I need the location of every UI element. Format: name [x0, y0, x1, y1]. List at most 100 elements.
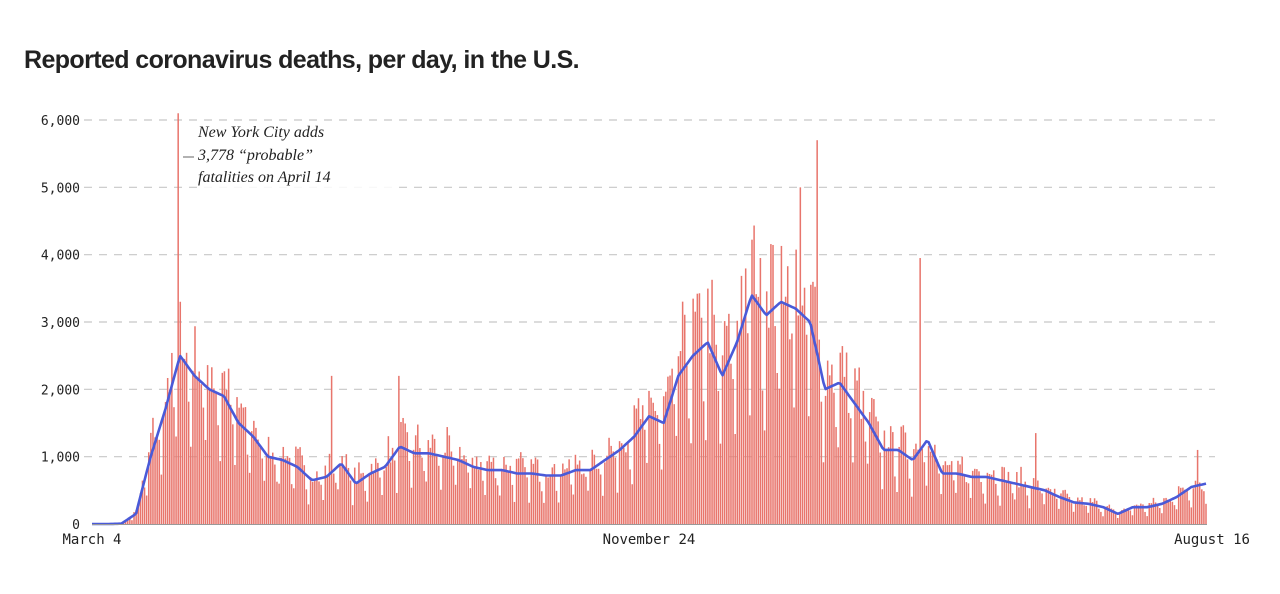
- daily-bar: [978, 471, 980, 524]
- daily-bar: [681, 301, 684, 524]
- daily-bar: [967, 483, 970, 524]
- daily-bar: [225, 389, 228, 524]
- daily-bar: [391, 447, 394, 524]
- daily-bar: [198, 371, 200, 524]
- daily-bar: [713, 314, 715, 524]
- daily-bar: [974, 468, 976, 524]
- daily-bar: [583, 473, 585, 524]
- daily-bar: [387, 436, 390, 524]
- daily-bar: [156, 437, 158, 524]
- daily-bar: [881, 489, 884, 524]
- daily-bar: [698, 293, 701, 524]
- daily-bar: [847, 412, 850, 524]
- daily-bar: [1060, 493, 1062, 524]
- daily-bar: [593, 454, 596, 524]
- x-tick-label: August 16: [1174, 532, 1250, 548]
- daily-bar: [997, 495, 999, 524]
- daily-bar: [683, 314, 686, 524]
- daily-bar: [320, 484, 322, 524]
- daily-bar: [839, 352, 842, 524]
- daily-bar: [999, 505, 1001, 524]
- daily-bar: [898, 446, 900, 524]
- daily-bar: [892, 432, 894, 524]
- daily-bar: [408, 460, 411, 524]
- daily-bar: [1125, 509, 1127, 524]
- daily-bar: [871, 397, 873, 524]
- daily-bar: [1026, 495, 1029, 524]
- daily-bar: [904, 432, 907, 524]
- daily-bar: [440, 489, 442, 524]
- daily-bar: [793, 407, 795, 524]
- daily-bar: [538, 481, 541, 524]
- daily-bar: [536, 459, 539, 524]
- daily-bar: [459, 446, 461, 524]
- daily-bar: [801, 305, 804, 524]
- daily-bar: [1005, 481, 1008, 524]
- daily-bar: [740, 275, 743, 524]
- daily-bar: [465, 459, 467, 524]
- daily-bar: [343, 468, 345, 524]
- daily-bar: [568, 459, 570, 524]
- daily-bar: [417, 424, 419, 524]
- daily-bar: [257, 439, 259, 524]
- daily-bar: [587, 490, 589, 524]
- daily-bar: [530, 459, 533, 524]
- daily-bar: [1135, 504, 1138, 524]
- daily-bar: [728, 313, 730, 524]
- daily-bar: [534, 457, 537, 524]
- daily-bar: [444, 452, 446, 524]
- daily-bar: [757, 296, 760, 524]
- daily-bar: [673, 404, 675, 524]
- daily-bar: [755, 294, 757, 524]
- chart-title: Reported coronavirus deaths, per day, in…: [24, 46, 580, 74]
- daily-bar: [1121, 509, 1123, 524]
- daily-bar: [410, 487, 413, 524]
- daily-bar: [988, 474, 991, 524]
- daily-bar: [648, 390, 650, 524]
- daily-bar: [780, 245, 783, 524]
- daily-bar: [873, 399, 875, 524]
- daily-bar: [450, 451, 453, 524]
- daily-bar: [1022, 485, 1024, 524]
- daily-bar: [669, 375, 671, 524]
- daily-bar: [503, 456, 505, 524]
- daily-bar: [925, 485, 928, 524]
- daily-bar: [749, 415, 751, 524]
- daily-bar: [1142, 504, 1144, 524]
- daily-bar: [1049, 489, 1052, 524]
- daily-bar: [400, 422, 402, 524]
- daily-bar: [843, 376, 846, 524]
- daily-bar: [433, 438, 436, 524]
- daily-bar: [364, 490, 367, 524]
- daily-bar: [307, 504, 310, 524]
- daily-bar: [637, 398, 640, 524]
- daily-bar: [299, 447, 301, 524]
- daily-bar: [1001, 466, 1003, 524]
- daily-bar: [1066, 493, 1069, 524]
- daily-bar: [667, 376, 669, 524]
- daily-bar: [595, 468, 598, 524]
- daily-bar: [1064, 489, 1066, 524]
- daily-bar: [599, 474, 602, 524]
- daily-bar: [328, 453, 331, 524]
- daily-bar: [759, 258, 762, 524]
- daily-bar: [1016, 471, 1018, 524]
- daily-bar: [782, 302, 785, 524]
- daily-bar: [202, 407, 205, 524]
- x-tick-label: March 4: [62, 532, 121, 548]
- daily-bar: [976, 469, 978, 524]
- daily-bar: [454, 484, 457, 524]
- daily-bar: [938, 473, 940, 524]
- y-axis-ticks: 0 1,000 2,000 3,000 4,000 5,000 6,000: [41, 114, 80, 533]
- daily-bar: [923, 462, 926, 524]
- daily-bar: [675, 435, 678, 524]
- daily-bar: [650, 397, 652, 524]
- daily-bar: [559, 474, 562, 524]
- daily-bar: [522, 458, 524, 524]
- daily-bar: [429, 447, 432, 524]
- daily-bar: [606, 455, 608, 524]
- daily-bar: [646, 462, 648, 524]
- daily-bar: [425, 481, 427, 524]
- daily-bar: [1047, 487, 1050, 524]
